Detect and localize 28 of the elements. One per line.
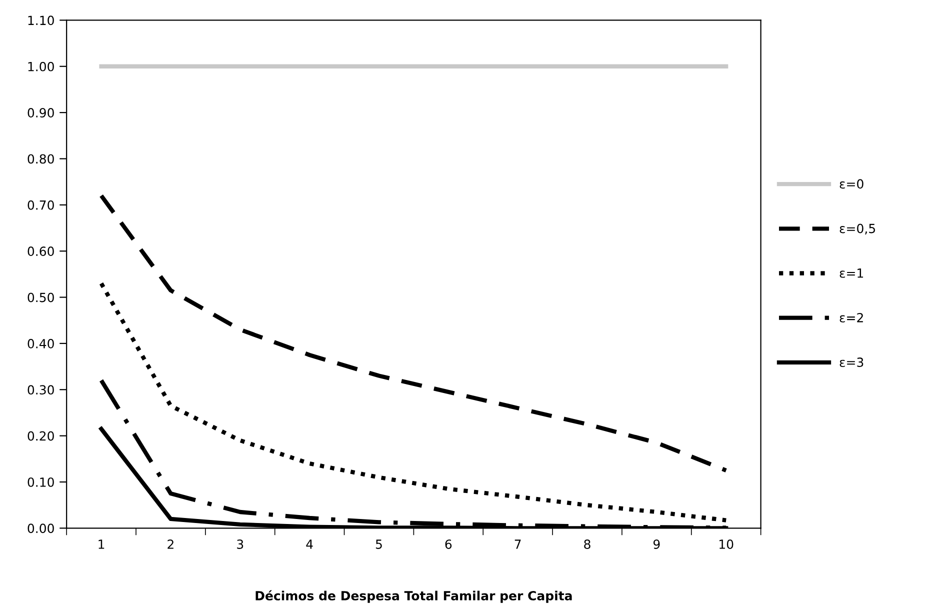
y-tick-label: 1.10 xyxy=(28,16,54,26)
y-tick-label: 0.80 xyxy=(28,154,54,164)
x-tick-label: 3 xyxy=(237,539,244,549)
y-tick-label: 0.70 xyxy=(28,200,54,210)
y-tick-label: 0.30 xyxy=(28,385,54,395)
y-tick-label: 0.40 xyxy=(28,338,54,348)
y-tick-label: 0.50 xyxy=(28,292,54,302)
x-tick-label: 10 xyxy=(720,539,734,549)
x-tick-label: 4 xyxy=(306,540,313,549)
legend-label: ε=0 xyxy=(840,179,864,189)
legend-label: ε=0,5 xyxy=(840,224,876,234)
y-tick-label: 0.20 xyxy=(28,431,54,441)
x-tick-label: 6 xyxy=(445,539,452,549)
y-tick-label: 0.00 xyxy=(28,524,54,534)
legend-label: ε=1 xyxy=(840,268,864,278)
y-tick-label: 0.10 xyxy=(28,477,54,487)
x-tick-label: 8 xyxy=(584,539,590,549)
x-axis-title: Décimos de Despesa Total Familar per Capita xyxy=(256,590,572,603)
y-tick-label: 0.90 xyxy=(28,108,54,118)
x-tick-label: 1 xyxy=(98,540,104,549)
x-tick-label: 7 xyxy=(514,540,521,549)
legend-label: ε=2 xyxy=(840,312,863,322)
x-tick-label: 9 xyxy=(653,539,660,549)
y-tick-label: 1.00 xyxy=(28,62,54,72)
x-tick-label: 5 xyxy=(376,540,382,549)
legend-label: ε=3 xyxy=(840,358,864,367)
x-tick-label: 2 xyxy=(168,539,174,549)
y-tick-label: 0.60 xyxy=(28,246,54,256)
